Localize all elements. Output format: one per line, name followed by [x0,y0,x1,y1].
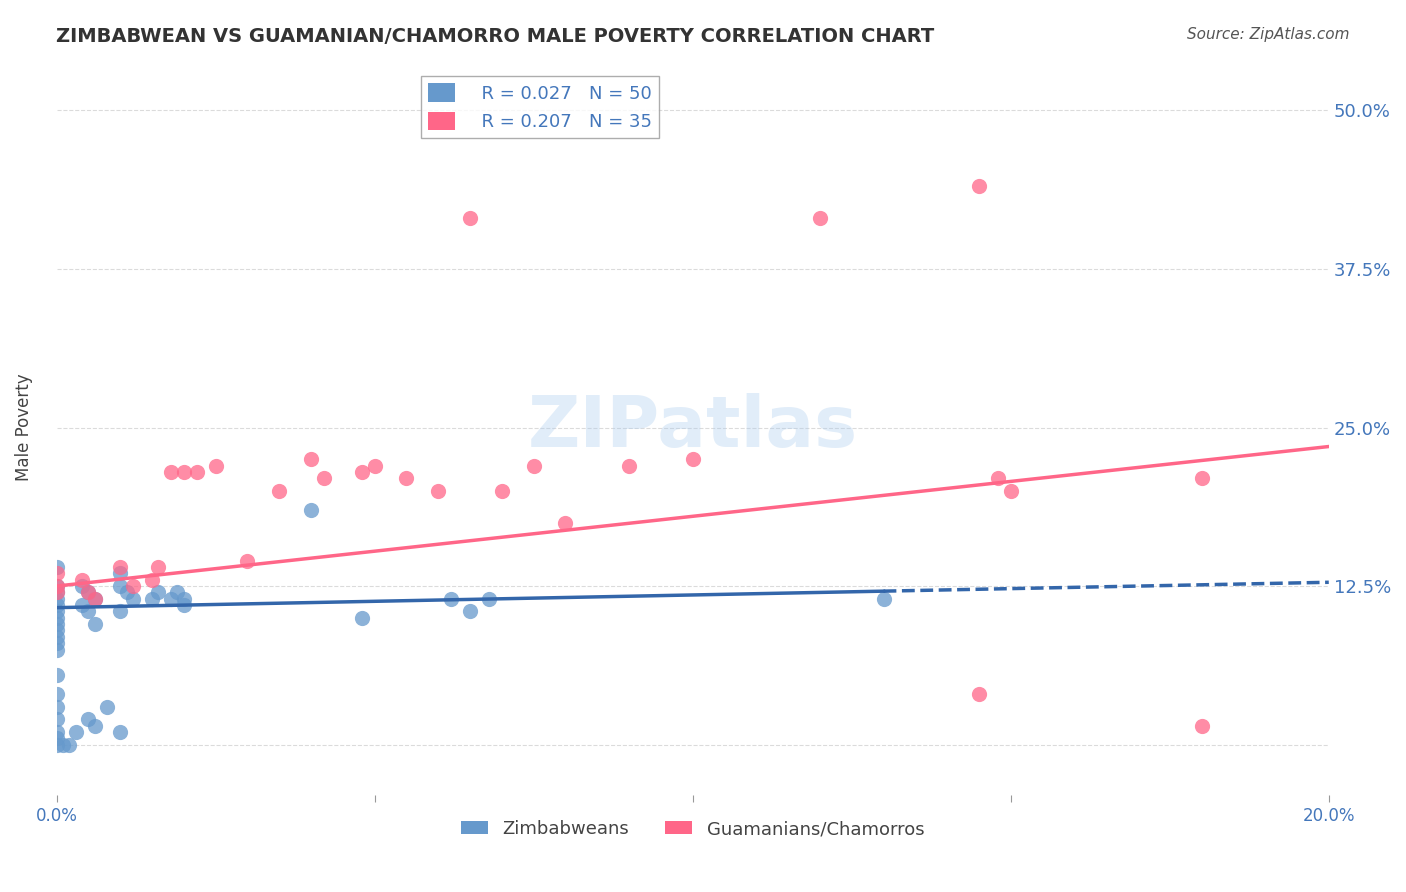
Point [350,465,373,479]
Point [427,483,450,498]
Point [45,642,67,657]
Point [77,712,100,726]
Point [70,579,93,593]
Point [77,604,100,618]
Point [617,458,640,473]
Point [110,604,132,618]
Point [45,712,67,726]
Point [45,687,67,701]
Point [1191,718,1213,732]
Point [173,591,195,606]
Point [96,699,118,714]
Point [45,598,67,612]
Text: Source: ZipAtlas.com: Source: ZipAtlas.com [1187,27,1350,42]
Point [65,725,87,739]
Point [350,611,373,625]
Point [45,731,67,746]
Point [45,604,67,618]
Point [173,598,195,612]
Point [110,560,132,574]
Point [83,617,105,632]
Point [363,458,385,473]
Point [269,483,291,498]
Point [83,591,105,606]
Legend: Zimbabweans, Guamanians/Chamorros: Zimbabweans, Guamanians/Chamorros [454,813,932,846]
Point [1191,471,1213,485]
Point [808,211,831,226]
Point [967,179,990,194]
Point [45,624,67,638]
Point [160,465,183,479]
Point [478,591,501,606]
Point [45,585,67,599]
Point [45,636,67,650]
Point [299,452,322,467]
Point [141,591,163,606]
Point [967,687,990,701]
Point [458,211,481,226]
Point [70,598,93,612]
Point [491,483,513,498]
Point [110,725,132,739]
Point [115,585,138,599]
Point [77,585,100,599]
Point [45,617,67,632]
Point [872,591,894,606]
Point [45,591,67,606]
Point [110,566,132,581]
Point [122,591,145,606]
Point [122,579,145,593]
Point [45,560,67,574]
Point [395,471,418,485]
Point [45,579,67,593]
Point [173,465,195,479]
Point [440,591,463,606]
Point [110,579,132,593]
Point [45,585,67,599]
Point [236,554,259,568]
Point [987,471,1010,485]
Point [141,573,163,587]
Point [83,591,105,606]
Point [45,699,67,714]
Point [682,452,704,467]
Point [186,465,208,479]
Point [45,611,67,625]
Point [83,718,105,732]
Point [554,516,576,530]
Point [523,458,546,473]
Point [45,630,67,644]
Point [458,604,481,618]
Text: ZIMBABWEAN VS GUAMANIAN/CHAMORRO MALE POVERTY CORRELATION CHART: ZIMBABWEAN VS GUAMANIAN/CHAMORRO MALE PO… [56,27,935,45]
Point [204,458,226,473]
Point [58,738,80,752]
Text: ZIPatlas: ZIPatlas [527,393,858,462]
Point [77,585,100,599]
Point [45,579,67,593]
Point [45,668,67,682]
Point [299,503,322,517]
Point [45,566,67,581]
Point [52,738,75,752]
Point [70,573,93,587]
Point [148,585,170,599]
Point [45,738,67,752]
Point [312,471,335,485]
Y-axis label: Male Poverty: Male Poverty [15,374,32,482]
Point [166,585,188,599]
Point [45,725,67,739]
Point [160,591,183,606]
Point [1000,483,1022,498]
Point [148,560,170,574]
